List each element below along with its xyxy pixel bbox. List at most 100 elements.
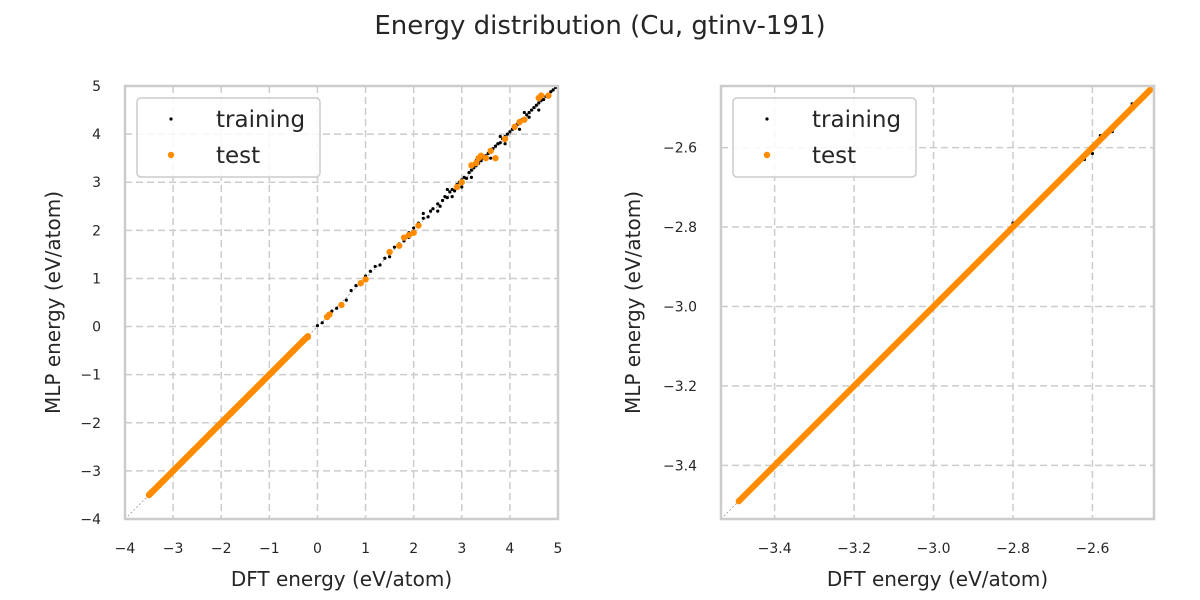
data-point — [493, 144, 498, 148]
x-tick-label: 2 — [409, 541, 418, 557]
x-axis-label: DFT energy (eV/atom) — [827, 567, 1048, 591]
legend-label: test — [216, 143, 260, 169]
y-tick-label: −1 — [80, 368, 101, 384]
data-point — [508, 130, 512, 134]
data-point — [464, 176, 469, 180]
data-point — [320, 321, 324, 325]
data-point — [315, 323, 320, 328]
data-point — [450, 187, 454, 192]
y-tick-label: −3 — [80, 464, 101, 480]
data-point — [516, 118, 523, 126]
x-tick-label: 0 — [313, 541, 322, 557]
data-point — [445, 196, 449, 200]
legend-marker — [765, 117, 769, 121]
x-tick-label: 4 — [505, 541, 514, 557]
legend: training test — [136, 97, 321, 178]
axes-frame — [123, 84, 560, 521]
data-point — [473, 159, 480, 167]
data-point — [468, 162, 475, 169]
data-point — [428, 209, 433, 213]
plot-area — [145, 86, 558, 499]
data-point — [532, 106, 536, 110]
x-tick-label: −3.0 — [917, 541, 951, 557]
legend-box — [136, 97, 321, 178]
data-point — [460, 185, 464, 189]
data-point — [438, 204, 442, 208]
data-point — [386, 248, 393, 256]
data-point — [396, 242, 403, 249]
y-tick-label: 0 — [92, 320, 101, 336]
legend-label: training — [812, 107, 901, 133]
y-tick-label: 4 — [92, 127, 101, 143]
y-tick-label: 3 — [92, 175, 101, 191]
y-tick-label: −3.4 — [663, 458, 697, 474]
y-tick-label: −3.2 — [663, 379, 697, 395]
panel-right: −3.4 −3.2 −3.0 −2.8 −2.6 −3.4 −3.2 −3.0 −2.8 −2.6… — [621, 84, 1156, 591]
data-point — [529, 108, 534, 112]
data-point — [304, 332, 312, 340]
data-point — [551, 88, 555, 92]
legend-marker — [167, 151, 175, 159]
legend-box — [732, 97, 917, 178]
data-point — [368, 269, 372, 273]
data-point — [534, 103, 538, 107]
x-tick-label: 3 — [457, 541, 466, 557]
data-point — [410, 229, 417, 236]
y-tick-label: 2 — [92, 223, 101, 239]
data-point — [521, 116, 528, 123]
data-point — [392, 245, 397, 249]
data-point — [549, 90, 553, 94]
data-point — [511, 123, 518, 131]
data-point — [405, 231, 413, 239]
data-point — [421, 216, 425, 220]
x-tick-label: 1 — [361, 541, 370, 557]
data-point — [344, 298, 348, 302]
data-point — [498, 141, 502, 145]
x-tick-label: −3.4 — [758, 541, 792, 557]
x-tick-label: −3 — [163, 541, 184, 557]
x-tick-label: −4 — [115, 541, 136, 557]
data-point — [487, 147, 494, 155]
y-axis-label: MLP energy (eV/atom) — [41, 191, 65, 414]
data-point — [525, 113, 529, 117]
data-point — [383, 256, 387, 260]
data-point — [522, 110, 526, 115]
data-point — [527, 115, 531, 119]
x-tick-label: −2.6 — [1075, 541, 1109, 557]
legend-marker — [169, 117, 173, 121]
data-point — [496, 142, 500, 146]
data-point — [498, 134, 502, 139]
x-axis-label: DFT energy (eV/atom) — [231, 567, 452, 591]
data-point — [453, 183, 461, 191]
data-point — [412, 226, 416, 230]
data-point — [388, 255, 392, 259]
data-point — [501, 135, 509, 143]
data-point — [545, 92, 552, 99]
legend-marker — [763, 151, 771, 159]
data-point — [537, 108, 541, 112]
figure-title: Energy distribution (Cu, gtinv-191) — [374, 11, 825, 41]
data-point — [431, 207, 435, 211]
x-tick-label: −2.8 — [996, 541, 1030, 557]
data-point — [400, 234, 408, 241]
data-point — [362, 276, 369, 283]
data-point — [415, 222, 422, 229]
data-point — [477, 152, 485, 159]
x-tick-label: 5 — [554, 541, 563, 557]
data-point — [467, 171, 471, 175]
legend: training test — [732, 97, 917, 178]
data-point — [489, 156, 493, 160]
data-point — [436, 209, 440, 213]
y-tick-label: −3.0 — [663, 299, 697, 315]
data-point — [469, 175, 473, 180]
data-point — [1146, 86, 1154, 94]
data-point — [443, 195, 447, 199]
y-tick-label: −2 — [80, 416, 101, 432]
data-point — [448, 190, 452, 194]
data-point — [482, 154, 490, 162]
data-point — [426, 215, 430, 219]
data-point — [462, 175, 466, 180]
data-point — [458, 179, 465, 186]
data-point — [373, 264, 377, 269]
